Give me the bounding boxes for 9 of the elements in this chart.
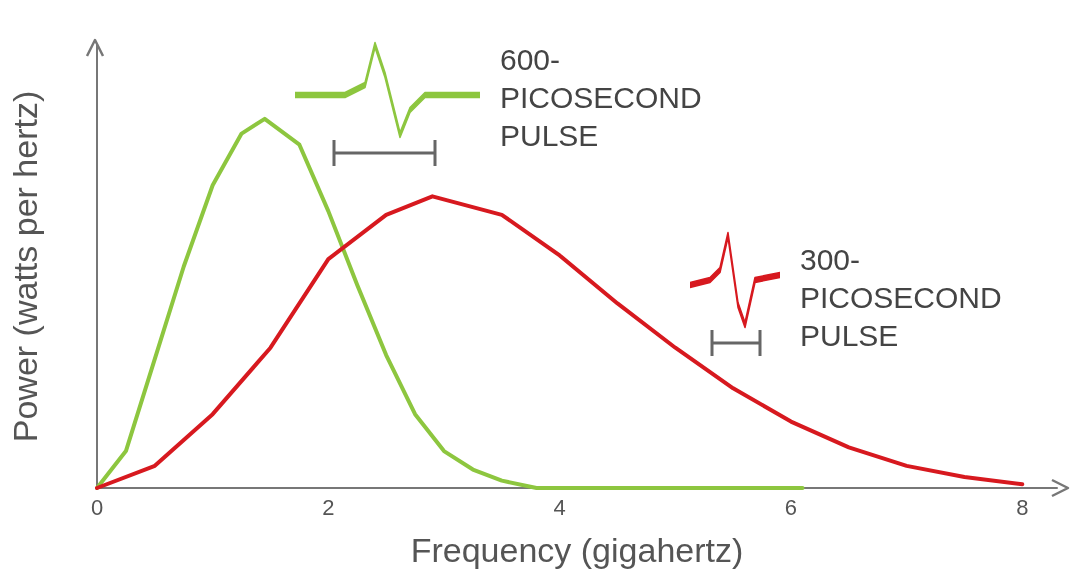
- x-tick-label: 2: [322, 494, 335, 520]
- annotation: 300- PICOSECOND PULSE: [800, 242, 1002, 352]
- y-axis-title: Power (watts per hertz): [6, 90, 44, 443]
- x-tick-label: 6: [784, 494, 798, 520]
- x-tick-label: 8: [1016, 494, 1029, 520]
- x-tick-label: 4: [553, 494, 566, 520]
- x-tick-label: 0: [90, 494, 104, 520]
- x-axis-title: Frequency (gigahertz): [410, 531, 744, 569]
- annotation: 600- PICOSECOND PULSE: [500, 42, 702, 152]
